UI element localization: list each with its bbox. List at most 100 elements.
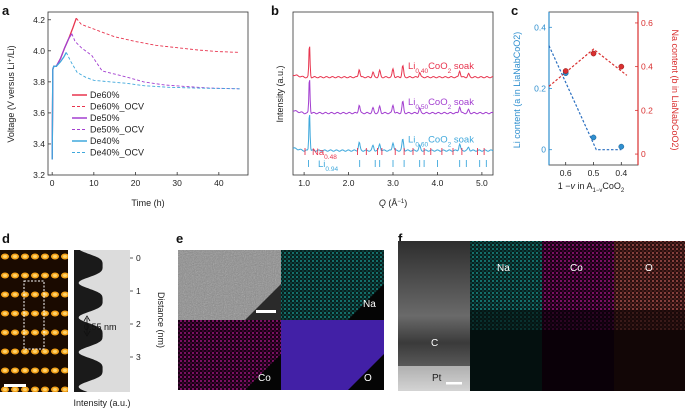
a-xtick-label: 30 [172, 178, 182, 188]
na-map-f-fade [470, 310, 542, 330]
co-map-e-bg [245, 354, 281, 390]
panel-c-right-ylabel: Na content (b in LiaNabCoO2) [670, 29, 680, 150]
a-legend-label: De40% [90, 136, 120, 146]
b-sample-label: Li0.50CoO2 soak [408, 97, 474, 111]
panel-f-label: f [398, 231, 403, 246]
o-map-f-fade [614, 310, 685, 330]
d-ytick-label: 2 [136, 319, 141, 329]
a-legend-label: De60% [90, 90, 120, 100]
o-map-f-label: O [645, 263, 653, 274]
panel-c-content-chart: c 0 0.2 0.4 0 0.2 0.4 0.6 0.6 0.5 0.4 1 −v in A1−… [511, 3, 680, 194]
panel-c-left-ylabel: Li content (a in LiaNabCoO2) [512, 32, 522, 149]
panel-d-xlabel: Intensity (a.u.) [73, 398, 130, 408]
c-right-tick-label: 0.4 [641, 62, 653, 72]
co-map-f-label: Co [570, 263, 583, 274]
panel-b-xlabel: Q (Å−1) [379, 198, 407, 208]
c-left-tick-label: 0.4 [534, 22, 546, 32]
a-series-de60-ocv [75, 17, 240, 53]
pt-layer [398, 366, 470, 391]
b-pattern-2 [292, 114, 494, 152]
a-legend-label: De50%_OCV [90, 125, 144, 135]
c-xtick-label: 0.4 [615, 168, 627, 178]
selection-box [23, 280, 45, 350]
a-legend-label: De40%_OCV [90, 148, 144, 158]
spacing-annotation: 0.55 nm [84, 322, 117, 332]
panel-a-ylabel: Voltage (V versus Li⁺/Li) [6, 45, 16, 142]
na-map-f-label: Na [497, 263, 510, 274]
a-xtick-label: 20 [131, 178, 141, 188]
b-ref-label: Li0.94 [318, 159, 338, 173]
intensity-profile [74, 250, 103, 392]
a-ytick-label: 4.2 [33, 15, 45, 25]
b-xtick-label: 4.0 [432, 178, 444, 188]
a-series-de40- [51, 52, 67, 160]
o-map-e-bg [348, 354, 384, 390]
c-right-tick-label: 0 [641, 149, 646, 159]
na-map-e-label: Na [363, 299, 376, 310]
na-map-f-signal [470, 241, 542, 310]
a-series-de50-ocv [71, 33, 240, 90]
c-na-point [590, 50, 597, 57]
pt-layer-label: Pt [432, 373, 442, 384]
c-li-point [590, 134, 597, 141]
a-series-de40-ocv [65, 52, 240, 90]
a-xtick-label: 10 [89, 178, 99, 188]
b-pattern-1 [292, 80, 494, 115]
c-li-fit-line [548, 45, 622, 151]
panel-a-label: a [2, 3, 10, 18]
d-ytick-label: 1 [136, 286, 141, 296]
spacing-arrowheads [83, 315, 91, 337]
c-xtick-label: 0.5 [588, 168, 600, 178]
o-map-e-label: O [364, 373, 372, 384]
a-ytick-label: 3.6 [33, 108, 45, 118]
sem-scale-bar [256, 310, 276, 313]
b-sample-label: Li0.40CoO2 soak [408, 61, 474, 75]
b-ref-label: Na0.48 [312, 147, 337, 161]
a-xtick-label: 0 [50, 178, 55, 188]
panel-c-frame [548, 11, 639, 166]
co-map-e-label: Co [258, 373, 271, 384]
a-ytick-label: 3.2 [33, 170, 45, 180]
b-sample-label: Li0.60CoO2 soak [408, 135, 474, 149]
a-legend-label: De50% [90, 113, 120, 123]
panel-a-frame [47, 11, 249, 176]
c-layer-label: C [431, 338, 438, 349]
panel-b-ylabel: Intensity (a.u.) [275, 65, 285, 122]
a-series-de60- [51, 17, 77, 160]
c-right-tick-label: 0.2 [641, 105, 653, 115]
b-xtick-label: 1.0 [298, 178, 310, 188]
panel-d-ylabel: Distance (nm) [156, 292, 166, 348]
c-li-point [618, 143, 625, 150]
atomic-image [0, 250, 68, 392]
c-right-tick-label: 0.6 [641, 18, 653, 28]
panel-b-xrd-chart: b 1.0 2.0 3.0 4.0 5.0 Li0.40CoO2 soak Li0.50C… [271, 3, 494, 208]
panel-d-haadf: d 0.55 nm 0 1 2 3 Intensity (a.u.) Distance… [0, 231, 166, 408]
b-xtick-label: 5.0 [476, 178, 488, 188]
a-ytick-label: 4.0 [33, 46, 45, 56]
c-left-tick-label: 0 [541, 145, 546, 155]
c-left-tick-label: 0.2 [534, 84, 546, 94]
co-map-f-fade [542, 310, 614, 330]
a-legend-label: De60%_OCV [90, 102, 144, 112]
na-map-e-bg [348, 284, 384, 320]
panel-a-xlabel: Time (h) [131, 198, 164, 208]
a-series-de50- [51, 33, 73, 160]
panel-a-voltage-chart: a 3.2 3.4 3.6 3.8 4.0 4.2 0 10 20 30 40 De60% De60… [2, 3, 249, 208]
panel-e-sem-eds: e Na Co O [176, 231, 384, 390]
panel-e-label: e [176, 231, 183, 246]
c-na-point [562, 68, 569, 74]
panel-c-label: c [511, 3, 518, 18]
panel-c-xlabel: 1 −v in A1−vCoO2 [558, 181, 625, 194]
o-map-f-signal [614, 241, 685, 310]
c-xtick-label: 0.6 [560, 168, 572, 178]
panel-f-cross-section: f C Pt Na Co O [398, 231, 685, 391]
a-ytick-label: 3.4 [33, 139, 45, 149]
panel-b-label: b [271, 3, 279, 18]
f-scale-bar [446, 382, 462, 385]
a-ytick-label: 3.8 [33, 77, 45, 87]
a-xtick-label: 40 [214, 178, 224, 188]
d-ytick-label: 0 [136, 253, 141, 263]
b-pattern-0 [292, 46, 493, 79]
b-xtick-label: 3.0 [387, 178, 399, 188]
